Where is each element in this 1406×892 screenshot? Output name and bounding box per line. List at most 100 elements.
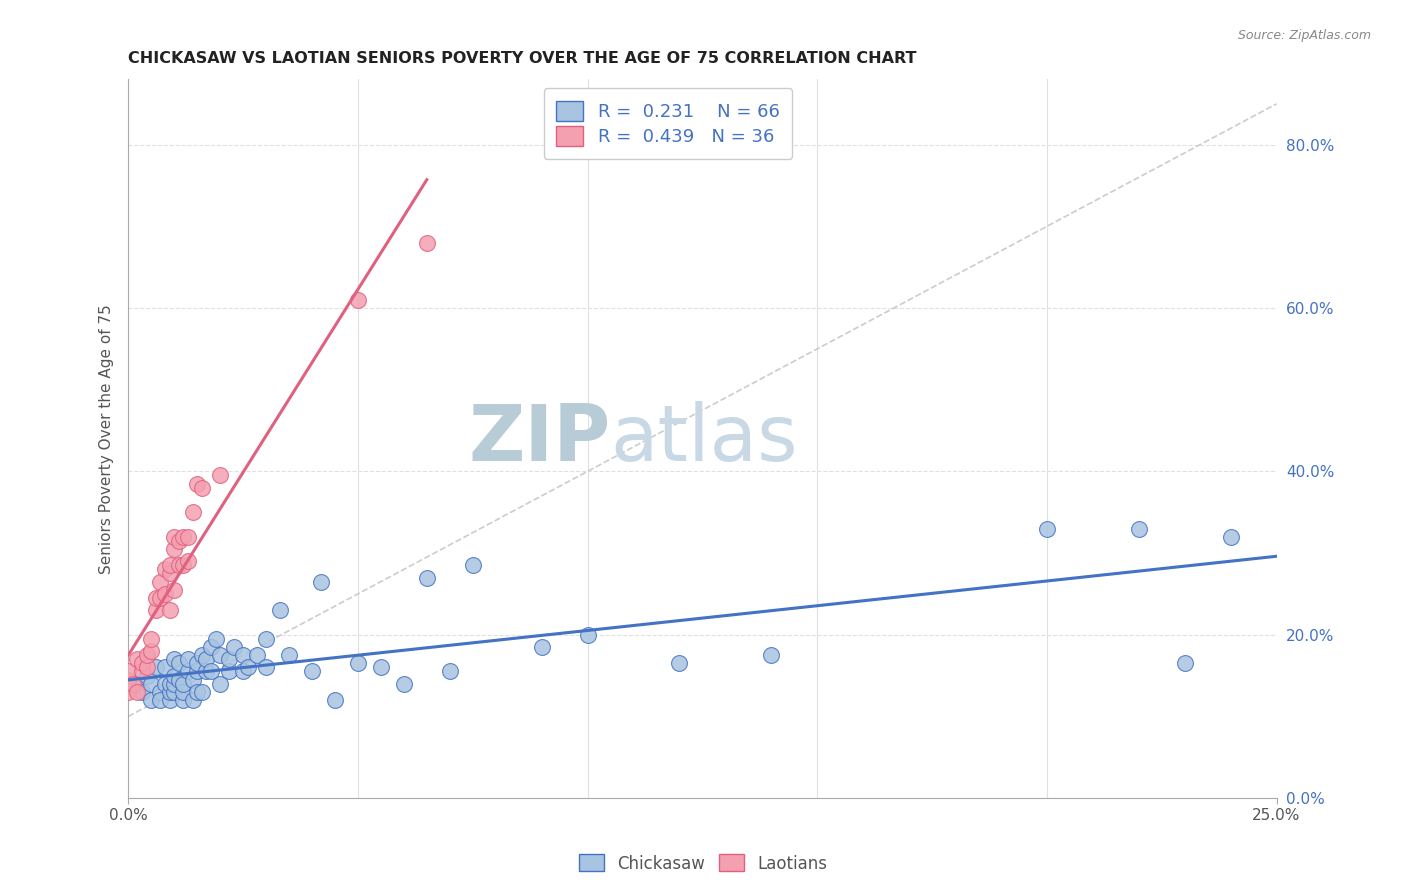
- Point: [149, 693, 172, 707]
- Point: [1128, 522, 1150, 536]
- Text: ZIP: ZIP: [468, 401, 610, 476]
- Point: [200, 640, 222, 654]
- Point: [222, 640, 245, 654]
- Point: [163, 530, 186, 544]
- Point: [186, 685, 208, 699]
- Point: [232, 665, 254, 679]
- Point: [172, 558, 194, 573]
- Point: [186, 665, 208, 679]
- Point: [159, 603, 181, 617]
- Point: [218, 665, 240, 679]
- Point: [153, 587, 176, 601]
- Point: [416, 235, 439, 250]
- Point: [135, 668, 157, 682]
- Point: [163, 677, 186, 691]
- Text: CHICKASAW VS LAOTIAN SENIORS POVERTY OVER THE AGE OF 75 CORRELATION CHART: CHICKASAW VS LAOTIAN SENIORS POVERTY OVE…: [128, 51, 917, 66]
- Point: [209, 648, 232, 662]
- Point: [167, 673, 190, 687]
- Point: [370, 660, 392, 674]
- Point: [269, 603, 291, 617]
- Legend: Chickasaw, Laotians: Chickasaw, Laotians: [572, 847, 834, 880]
- Point: [416, 570, 439, 584]
- Point: [461, 558, 484, 573]
- Point: [190, 685, 212, 699]
- Point: [167, 558, 190, 573]
- Point: [236, 660, 259, 674]
- Point: [153, 677, 176, 691]
- Point: [190, 648, 212, 662]
- Point: [668, 657, 690, 671]
- Y-axis label: Seniors Poverty Over the Age of 75: Seniors Poverty Over the Age of 75: [100, 304, 114, 574]
- Point: [172, 530, 194, 544]
- Point: [159, 558, 181, 573]
- Point: [172, 685, 194, 699]
- Point: [392, 677, 415, 691]
- Point: [347, 657, 370, 671]
- Point: [190, 481, 212, 495]
- Point: [153, 660, 176, 674]
- Point: [177, 554, 200, 568]
- Text: Source: ZipAtlas.com: Source: ZipAtlas.com: [1237, 29, 1371, 42]
- Point: [1036, 522, 1059, 536]
- Point: [177, 665, 200, 679]
- Point: [204, 632, 226, 646]
- Point: [195, 652, 218, 666]
- Point: [172, 677, 194, 691]
- Point: [163, 541, 186, 556]
- Point: [172, 693, 194, 707]
- Point: [141, 632, 163, 646]
- Point: [177, 652, 200, 666]
- Point: [131, 665, 153, 679]
- Point: [159, 566, 181, 581]
- Point: [232, 648, 254, 662]
- Point: [530, 640, 553, 654]
- Point: [131, 657, 153, 671]
- Point: [141, 677, 163, 691]
- Point: [145, 660, 167, 674]
- Point: [163, 582, 186, 597]
- Point: [141, 693, 163, 707]
- Point: [181, 673, 204, 687]
- Point: [177, 530, 200, 544]
- Point: [145, 603, 167, 617]
- Point: [218, 652, 240, 666]
- Point: [127, 685, 149, 699]
- Point: [145, 591, 167, 605]
- Point: [153, 562, 176, 576]
- Point: [127, 652, 149, 666]
- Point: [149, 574, 172, 589]
- Point: [323, 693, 346, 707]
- Point: [347, 293, 370, 307]
- Point: [135, 660, 157, 674]
- Point: [167, 657, 190, 671]
- Point: [159, 693, 181, 707]
- Point: [121, 677, 143, 691]
- Point: [1174, 657, 1197, 671]
- Point: [159, 685, 181, 699]
- Point: [439, 665, 461, 679]
- Legend: R =  0.231    N = 66, R =  0.439   N = 36: R = 0.231 N = 66, R = 0.439 N = 36: [544, 88, 793, 159]
- Point: [209, 677, 232, 691]
- Point: [141, 644, 163, 658]
- Point: [309, 574, 332, 589]
- Point: [761, 648, 783, 662]
- Point: [1219, 530, 1241, 544]
- Point: [135, 648, 157, 662]
- Point: [163, 668, 186, 682]
- Point: [254, 632, 277, 646]
- Point: [159, 677, 181, 691]
- Point: [200, 665, 222, 679]
- Point: [186, 476, 208, 491]
- Point: [195, 665, 218, 679]
- Point: [254, 660, 277, 674]
- Point: [576, 628, 599, 642]
- Point: [167, 533, 190, 548]
- Point: [131, 685, 153, 699]
- Point: [301, 665, 323, 679]
- Point: [163, 685, 186, 699]
- Point: [149, 685, 172, 699]
- Point: [186, 657, 208, 671]
- Point: [209, 468, 232, 483]
- Point: [163, 652, 186, 666]
- Point: [149, 591, 172, 605]
